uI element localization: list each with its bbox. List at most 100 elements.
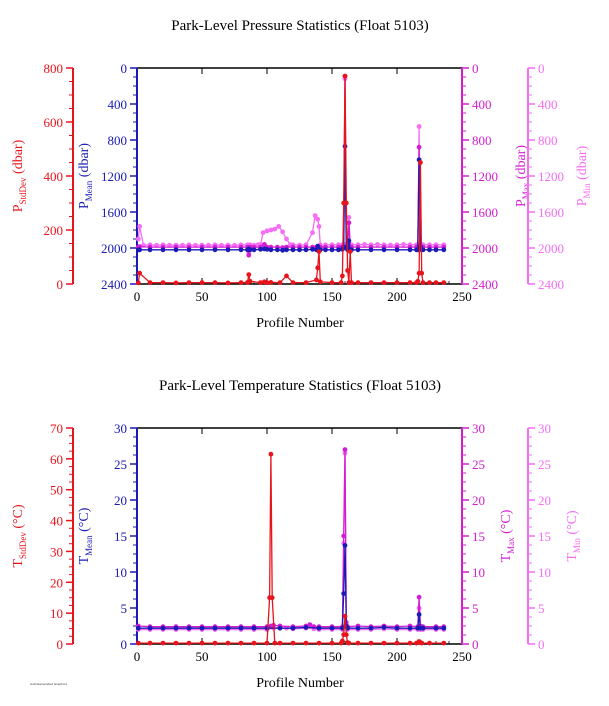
data-point-stddev — [407, 640, 413, 646]
y-tick-label-stddev: 0 — [57, 637, 64, 652]
y-tick-label-mean: 20 — [114, 493, 127, 508]
x-tick-label: 100 — [257, 649, 277, 664]
data-point-stddev — [212, 280, 218, 285]
data-point-stddev — [329, 280, 335, 285]
data-point-stddev — [433, 280, 439, 285]
data-point-stddev — [345, 268, 350, 273]
data-point-mean — [416, 612, 422, 617]
data-point-min — [268, 227, 274, 233]
data-point-mean — [212, 625, 218, 631]
y-tick-label-mean: 15 — [114, 529, 127, 544]
data-point-min — [135, 236, 141, 242]
y-tick-label-stddev: 20 — [50, 575, 63, 590]
data-point-stddev — [419, 270, 425, 276]
y-tick-label-mean: 0 — [121, 61, 128, 76]
data-point-mean — [394, 625, 400, 631]
data-point-mean — [368, 625, 374, 631]
data-point-mean — [277, 625, 283, 631]
y-tick-label-max: 5 — [472, 601, 479, 616]
data-point-mean — [342, 543, 348, 548]
data-point-mean — [268, 247, 274, 253]
data-point-stddev — [284, 273, 289, 279]
y-axis-label-max: PMax (dbar) — [514, 145, 531, 207]
data-point-mean — [290, 247, 296, 253]
data-point-stddev — [277, 640, 283, 646]
data-point-mean — [441, 247, 447, 253]
data-point-stddev — [238, 640, 244, 646]
data-point-stddev — [247, 278, 253, 284]
y-tick-label-min: 0 — [538, 637, 545, 652]
data-point-stddev — [346, 640, 352, 646]
series-line-min — [137, 78, 444, 253]
footnote-text: AutoGenerated Graphics — [30, 682, 68, 686]
data-point-min — [388, 242, 393, 248]
data-point-mean — [173, 625, 179, 631]
data-point-stddev — [269, 595, 275, 601]
data-point-stddev — [343, 632, 349, 638]
y-tick-label-mean: 10 — [114, 565, 127, 580]
data-point-stddev — [147, 280, 153, 285]
data-point-mean — [329, 625, 335, 631]
data-point-stddev — [427, 640, 432, 646]
data-point-min — [362, 242, 367, 247]
data-point-mean — [303, 625, 309, 630]
data-point-stddev — [225, 640, 231, 646]
y-axis-label-min: PMin (dbar) — [575, 145, 592, 206]
y-axis-label-min: TMin (°C) — [565, 510, 582, 562]
data-point-stddev — [264, 640, 270, 646]
y-tick-label-mean: 800 — [108, 133, 128, 148]
data-point-mean — [225, 625, 231, 631]
y-tick-label-max: 0 — [472, 61, 479, 76]
data-point-mean — [284, 247, 289, 253]
y-tick-label-min: 20 — [538, 493, 551, 508]
y-tick-label-mean: 400 — [108, 97, 128, 112]
data-point-mean — [315, 243, 321, 249]
data-point-mean — [251, 247, 257, 253]
y-tick-label-max: 1600 — [472, 205, 498, 220]
series-line-min — [138, 453, 444, 631]
y-tick-label-max: 1200 — [472, 169, 498, 184]
data-point-min — [346, 215, 352, 220]
data-point-mean — [275, 247, 280, 253]
data-point-mean — [336, 247, 341, 253]
series-line-stddev — [138, 454, 444, 644]
y-tick-label-max: 20 — [472, 493, 485, 508]
data-point-mean — [310, 246, 315, 252]
data-point-stddev — [355, 280, 361, 285]
data-point-mean — [264, 246, 270, 252]
data-point-mean — [297, 247, 302, 253]
data-point-stddev — [160, 640, 166, 646]
data-point-mean — [258, 246, 263, 252]
data-point-stddev — [420, 280, 426, 285]
series-line-max — [138, 76, 444, 256]
y-tick-label-min: 10 — [538, 565, 551, 580]
data-point-mean — [212, 247, 218, 253]
data-point-stddev — [368, 640, 374, 646]
data-point-stddev — [212, 640, 218, 646]
y-tick-label-max: 2000 — [472, 241, 498, 256]
y-tick-label-stddev: 50 — [50, 483, 63, 498]
y-axis-label-mean: PMean (dbar) — [77, 143, 94, 209]
y-tick-label-min: 2000 — [538, 241, 564, 256]
y-tick-label-mean: 25 — [114, 457, 127, 472]
data-point-mean — [368, 247, 374, 253]
y-tick-label-stddev: 800 — [44, 61, 64, 76]
data-point-mean — [381, 625, 387, 630]
data-point-mean — [433, 247, 439, 253]
data-point-stddev — [349, 280, 354, 285]
y-tick-label-max: 800 — [472, 133, 492, 148]
y-tick-label-max: 30 — [472, 421, 485, 436]
data-point-mean — [407, 247, 413, 253]
y-tick-label-stddev: 400 — [44, 169, 64, 184]
y-tick-label-mean: 5 — [121, 601, 128, 616]
data-point-stddev — [199, 280, 205, 285]
data-point-min — [416, 124, 422, 129]
data-point-mean — [264, 625, 270, 631]
data-point-mean — [290, 625, 296, 631]
data-point-stddev — [225, 280, 231, 286]
data-point-mean — [147, 247, 153, 253]
y-axis-label-max: TMax (°C) — [499, 509, 516, 562]
data-point-stddev — [251, 640, 257, 646]
data-point-stddev — [186, 280, 192, 285]
data-point-mean — [160, 247, 166, 253]
